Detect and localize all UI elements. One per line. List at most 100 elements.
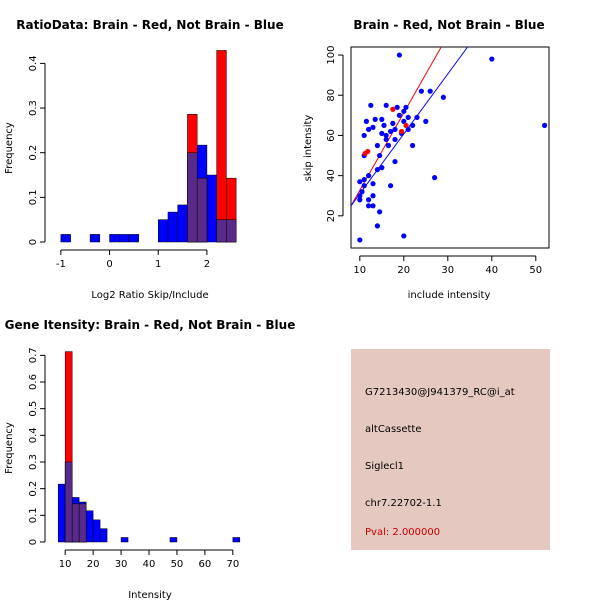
scatter-point-not-brain (379, 116, 385, 122)
intensity-bars (57, 351, 241, 543)
scatter-y-tick-label: 60 (326, 129, 337, 142)
ratio-x-tick-label: 1 (155, 259, 161, 270)
ratio-x-tick-label: 0 (106, 259, 112, 270)
scatter-point-not-brain (401, 118, 407, 124)
scatter-point-brain (365, 148, 371, 155)
scatter-point-not-brain (381, 122, 387, 128)
scatter-point-not-brain (361, 183, 367, 189)
intensity-y-axis-label: Frequency (4, 422, 15, 474)
scatter-point-not-brain (405, 126, 411, 133)
scatter-panel: Brain - Red, Not Brain - Blue 10 20 30 40 50… (303, 18, 550, 301)
scatter-point-not-brain (390, 120, 396, 126)
ratio-bar-not-brain (128, 234, 140, 243)
ratio-bar-overlap (196, 177, 208, 243)
intensity-bar-overlap (64, 461, 73, 543)
ratio-bar-not-brain (119, 234, 130, 243)
p-value: Pval: 2.000000 (365, 527, 441, 538)
scatter-point-not-brain (379, 130, 385, 137)
ratio-y-axis-label: Frequency (4, 122, 15, 174)
scatter-plot-frame (350, 46, 550, 249)
intensity-axes: 10 20 30 40 50 60 70 0 0.1 0.2 0.3 0.4 0.5 0.6 0.7 (28, 347, 239, 570)
scatter-point-not-brain (374, 142, 380, 149)
intensity-y-tick-label: 0 (28, 539, 39, 545)
scatter-x-tick-label: 20 (397, 265, 410, 276)
scatter-point-not-brain (396, 112, 402, 118)
intensity-y-tick-label: 0.5 (28, 401, 39, 417)
intensity-bar-not-brain (92, 519, 101, 543)
scatter-y-tick-label: 100 (326, 45, 337, 64)
scatter-point-not-brain (394, 104, 400, 110)
scatter-axes: 10 20 30 40 50 20 40 60 80 100 (326, 45, 542, 276)
probe-info-panel: G7213430@J941379_RC@i_at altCassette Sig… (351, 349, 550, 550)
ratio-bar-not-brain (89, 234, 101, 243)
scatter-point-not-brain (418, 88, 424, 94)
scatter-point-not-brain (366, 173, 372, 179)
scatter-point-not-brain (410, 122, 416, 128)
intensity-bar-not-brain (169, 537, 178, 543)
scatter-point-not-brain (392, 136, 398, 143)
scatter-point-not-brain (383, 136, 389, 143)
scatter-point-not-brain (440, 94, 446, 100)
scatter-point-brain (403, 122, 409, 128)
scatter-point-not-brain (542, 122, 548, 128)
scatter-point-not-brain (370, 124, 376, 130)
scatter-point-not-brain (363, 118, 369, 124)
scatter-point-not-brain (379, 165, 385, 171)
scatter-point-not-brain (361, 177, 367, 183)
scatter-point-not-brain (370, 203, 376, 209)
scatter-point-not-brain (414, 114, 420, 120)
ratio-x-tick-label: -1 (56, 259, 66, 270)
intensity-x-tick-label: 10 (59, 559, 72, 570)
scatter-point-not-brain (366, 197, 372, 203)
scatter-point-not-brain (370, 181, 376, 187)
scatter-point-not-brain (372, 116, 378, 122)
scatter-y-tick-label: 80 (326, 89, 337, 102)
intensity-y-tick-label: 0.6 (28, 374, 39, 390)
scatter-points (357, 52, 548, 243)
intensity-x-tick-label: 50 (171, 559, 184, 570)
intensity-bar-not-brain (57, 483, 66, 543)
scatter-point-not-brain (361, 132, 367, 139)
scatter-fit-line-blue (350, 46, 469, 207)
intensity-x-tick-label: 30 (115, 559, 128, 570)
intensity-histogram-panel: Gene Itensity: Brain - Red, Not Brain - … (4, 318, 295, 600)
intensity-bar-not-brain (232, 537, 241, 543)
scatter-y-tick-label: 20 (326, 209, 337, 222)
scatter-point-not-brain (396, 52, 402, 58)
scatter-point-not-brain (377, 209, 383, 215)
intensity-y-tick-label: 0.3 (28, 454, 39, 470)
ratio-bar-overlap (226, 219, 237, 243)
ratio-bar-not-brain (109, 234, 120, 243)
intensity-bar-overlap (78, 503, 87, 543)
scatter-point-not-brain (410, 142, 416, 149)
gene-name: Siglecl1 (365, 461, 405, 472)
ratio-y-tick-label: 0 (28, 239, 39, 245)
scatter-point-not-brain (357, 237, 363, 243)
ratio-bar-overlap (187, 152, 198, 243)
intensity-y-tick-label: 0.1 (28, 507, 39, 523)
scatter-point-not-brain (385, 142, 391, 149)
scatter-point-not-brain (392, 126, 398, 133)
scatter-point-not-brain (388, 128, 394, 135)
intensity-y-tick-label: 0.4 (28, 427, 39, 443)
scatter-point-not-brain (366, 203, 372, 209)
intensity-bar-not-brain (85, 510, 94, 543)
scatter-point-not-brain (370, 193, 376, 199)
scatter-point-not-brain (405, 114, 411, 120)
ratio-y-tick-label: 0.2 (28, 145, 39, 161)
ratio-y-tick-label: 0.1 (28, 189, 39, 205)
intensity-bar-not-brain (99, 528, 108, 543)
scatter-point-not-brain (359, 189, 365, 195)
intensity-x-tick-label: 60 (199, 559, 212, 570)
intensity-x-tick-label: 70 (226, 559, 239, 570)
scatter-point-not-brain (388, 183, 394, 189)
ratio-bars (60, 50, 237, 243)
scatter-point-not-brain (374, 167, 380, 173)
intensity-y-tick-label: 0.7 (28, 347, 39, 363)
ratio-bar-not-brain (177, 204, 188, 243)
intensity-chart-title: Gene Itensity: Brain - Red, Not Brain - … (5, 318, 296, 332)
ratio-y-tick-label: 0.4 (28, 55, 39, 71)
scatter-point-not-brain (368, 102, 374, 108)
scatter-point-not-brain (401, 108, 407, 114)
scatter-point-not-brain (401, 233, 407, 239)
